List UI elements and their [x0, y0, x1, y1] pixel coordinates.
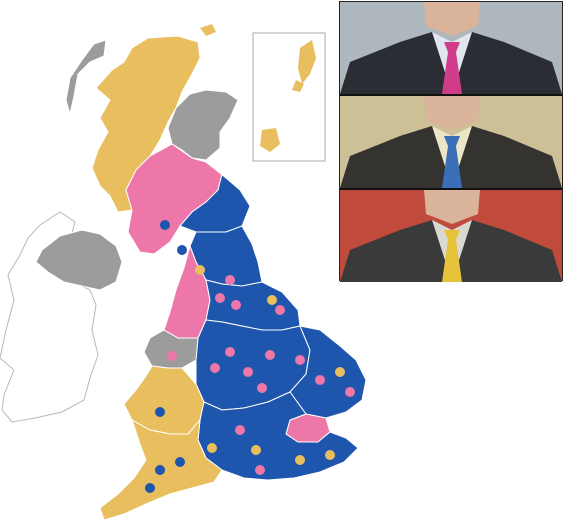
- portrait-strip: [339, 1, 563, 282]
- chin: [424, 96, 480, 130]
- constituency-patch: [243, 367, 253, 377]
- island-shetland-isle: [292, 80, 304, 92]
- constituency-patch: [255, 465, 265, 475]
- portrait-1: [340, 2, 562, 94]
- constituency-patch: [160, 220, 170, 230]
- tie: [442, 230, 462, 282]
- constituency-patch: [315, 375, 325, 385]
- constituency-patch: [203, 415, 213, 425]
- constituency-patch: [225, 275, 235, 285]
- constituency-patch: [145, 483, 155, 493]
- constituency-patch: [195, 265, 205, 275]
- constituency-patch: [207, 443, 217, 453]
- region-northern-ireland: [35, 229, 123, 291]
- constituency-patch: [155, 407, 165, 417]
- tie: [442, 42, 462, 94]
- constituency-patch: [175, 457, 185, 467]
- constituency-patch: [267, 295, 277, 305]
- island-orkney: [200, 24, 216, 36]
- constituency-patch: [345, 387, 355, 397]
- constituency-patch: [167, 351, 177, 361]
- portrait-3: [340, 190, 562, 282]
- constituency-patch: [155, 465, 165, 475]
- constituency-patch: [295, 455, 305, 465]
- constituency-patch: [210, 363, 220, 373]
- constituency-patch: [325, 450, 335, 460]
- region-highlands-west: [91, 35, 201, 213]
- constituency-patch: [177, 245, 187, 255]
- constituency-patch: [215, 293, 225, 303]
- chin: [424, 190, 480, 224]
- constituency-patch: [235, 425, 245, 435]
- chin: [424, 2, 480, 36]
- constituency-patch: [257, 383, 267, 393]
- constituency-patch: [225, 347, 235, 357]
- constituency-patch: [251, 445, 261, 455]
- constituency-patch: [231, 300, 241, 310]
- constituency-patch: [295, 355, 305, 365]
- tie: [442, 136, 462, 188]
- constituency-patch: [335, 367, 345, 377]
- island-shetland-main: [298, 40, 316, 84]
- constituency-patch: [275, 305, 285, 315]
- region-western-isles: [65, 39, 107, 115]
- island-shetland-south: [260, 128, 280, 152]
- portrait-2: [340, 96, 562, 188]
- shetland-inset-frame: [252, 32, 326, 162]
- constituency-patch: [265, 350, 275, 360]
